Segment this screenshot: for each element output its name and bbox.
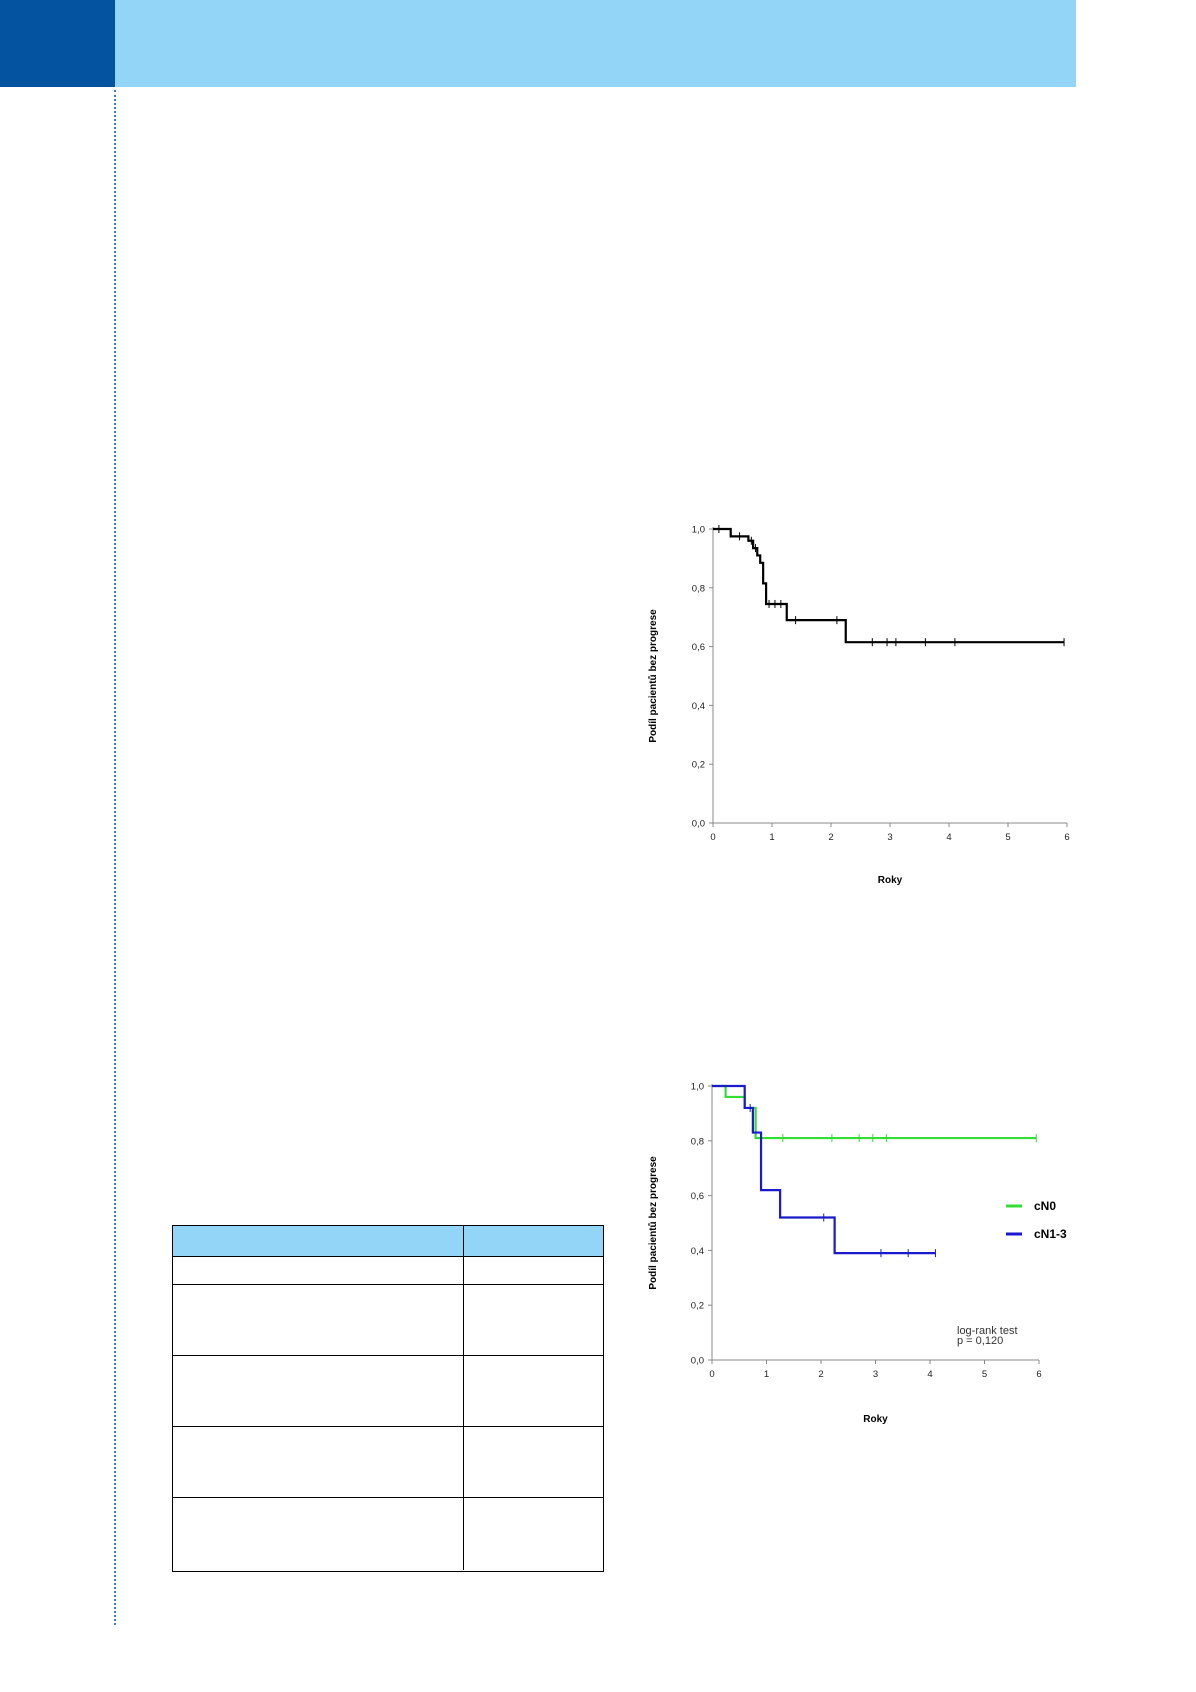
y-tick-label: 0,2 (692, 760, 705, 771)
table-header-row (173, 1226, 603, 1257)
annotation-text: log-rank test (957, 1325, 1018, 1337)
x-tick-label: 1 (769, 832, 774, 843)
legend-label: cN1-3 (1034, 1227, 1067, 1241)
x-tick-label: 6 (1064, 832, 1069, 843)
x-tick-label: 3 (873, 1369, 878, 1380)
table-row (173, 1285, 603, 1356)
y-tick-label: 0,4 (692, 701, 705, 712)
survival-chart-by-node-status: 0,0 0,2 0,4 0,6 0,8 1,0 0 1 2 3 4 5 6 Roky Podíl pacie… (640, 1070, 1070, 1426)
y-tick-label: 0,4 (691, 1246, 704, 1257)
y-tick-label: 0,6 (692, 642, 705, 653)
table-row (173, 1356, 603, 1427)
y-axis-label: Podíl pacientů bez progrese (647, 609, 659, 743)
x-axis-label: Roky (863, 1414, 888, 1425)
table-row (173, 1257, 603, 1285)
x-axis-label: Roky (878, 875, 903, 886)
x-tick-label: 3 (887, 832, 892, 843)
x-tick-label: 1 (764, 1369, 769, 1380)
y-tick-label: 0,8 (692, 583, 705, 594)
x-tick-label: 2 (828, 832, 833, 843)
chart-svg: 0,0 0,2 0,4 0,6 0,8 1,0 0 1 2 3 4 5 6 Roky Podíl pacie… (647, 525, 1070, 887)
survival-curve (713, 527, 1065, 644)
x-tick-label: 5 (1005, 832, 1010, 843)
x-tick-label: 4 (946, 832, 951, 843)
y-tick-label: 0,0 (692, 819, 705, 830)
x-tick-label: 5 (982, 1369, 987, 1380)
margin-dotted-line (114, 90, 116, 1625)
x-tick-label: 0 (709, 1369, 714, 1380)
x-tick-label: 2 (818, 1369, 823, 1380)
y-tick-label: 0,0 (691, 1356, 704, 1367)
y-tick-label: 0,2 (691, 1301, 704, 1312)
chart-svg: 0,0 0,2 0,4 0,6 0,8 1,0 0 1 2 3 4 5 6 Roky Podíl pacie… (647, 1082, 1067, 1426)
x-tick-label: 0 (710, 832, 715, 843)
x-tick-label: 4 (927, 1369, 932, 1380)
y-tick-label: 1,0 (692, 525, 705, 536)
legend-label: cN0 (1034, 1199, 1056, 1213)
y-axis-label: Podíl pacientů bez progrese (647, 1156, 659, 1290)
survival-chart-overall: 0,0 0,2 0,4 0,6 0,8 1,0 0 1 2 3 4 5 6 Roky Podíl pacie… (640, 510, 1070, 890)
table-row (173, 1498, 603, 1570)
survival-curve (712, 1084, 936, 1255)
data-table (172, 1225, 604, 1572)
annotation-text: p = 0,120 (957, 1335, 1003, 1347)
header-accent-block (0, 0, 115, 87)
header-band (115, 0, 1076, 87)
x-tick-label: 6 (1036, 1369, 1041, 1380)
y-tick-label: 0,6 (691, 1191, 704, 1202)
y-tick-label: 1,0 (691, 1082, 704, 1093)
table-row (173, 1427, 603, 1498)
y-tick-label: 0,8 (691, 1136, 704, 1147)
survival-curve (712, 1084, 1037, 1140)
